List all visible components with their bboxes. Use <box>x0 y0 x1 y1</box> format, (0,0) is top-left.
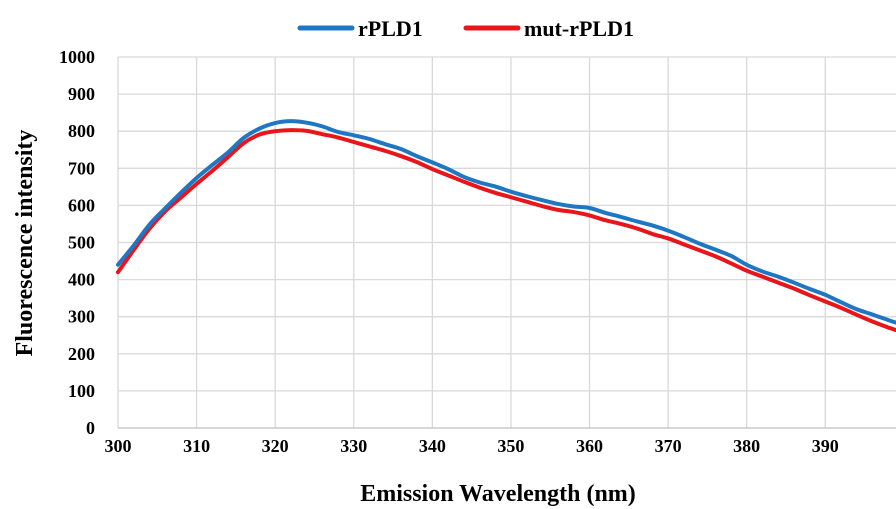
x-tick-label: 300 <box>105 436 132 456</box>
y-tick-label: 200 <box>68 344 95 364</box>
x-tick-label: 330 <box>340 436 367 456</box>
x-tick-label: 310 <box>183 436 210 456</box>
y-tick-label: 800 <box>68 121 95 141</box>
y-tick-label: 0 <box>86 418 95 438</box>
x-tick-label: 380 <box>733 436 760 456</box>
y-tick-label: 300 <box>68 307 95 327</box>
x-tick-label: 390 <box>812 436 839 456</box>
x-tick-label: 320 <box>262 436 289 456</box>
y-axis-title: Fluorescence intensity <box>12 130 38 357</box>
y-axis-ticks: 0 100 200 300 400 500 600 700 800 900 1000 <box>59 47 95 438</box>
y-tick-label: 500 <box>68 233 95 253</box>
legend-label-mut-rPLD1: mut-rPLD1 <box>524 16 634 41</box>
x-tick-label: 360 <box>576 436 603 456</box>
series-line-rPLD1 <box>116 119 896 325</box>
y-tick-label: 600 <box>68 195 95 215</box>
x-tick-label: 350 <box>497 436 524 456</box>
series-line-mut-rPLD1 <box>116 128 896 333</box>
y-tick-label: 400 <box>68 270 95 290</box>
y-tick-label: 1000 <box>59 47 95 67</box>
plot-series <box>116 119 896 333</box>
horizontal-gridlines <box>118 56 896 429</box>
legend-label-rPLD1: rPLD1 <box>358 16 423 41</box>
y-tick-label: 100 <box>68 381 95 401</box>
x-axis-title: Emission Wavelength (nm) <box>360 481 636 507</box>
x-tick-label: 370 <box>655 436 682 456</box>
x-axis-ticks: 300 310 320 330 340 350 360 370 380 390 <box>105 436 839 456</box>
legend: rPLD1 mut-rPLD1 <box>297 16 634 41</box>
x-tick-label: 340 <box>419 436 446 456</box>
y-tick-label: 900 <box>68 84 95 104</box>
y-tick-label: 700 <box>68 158 95 178</box>
